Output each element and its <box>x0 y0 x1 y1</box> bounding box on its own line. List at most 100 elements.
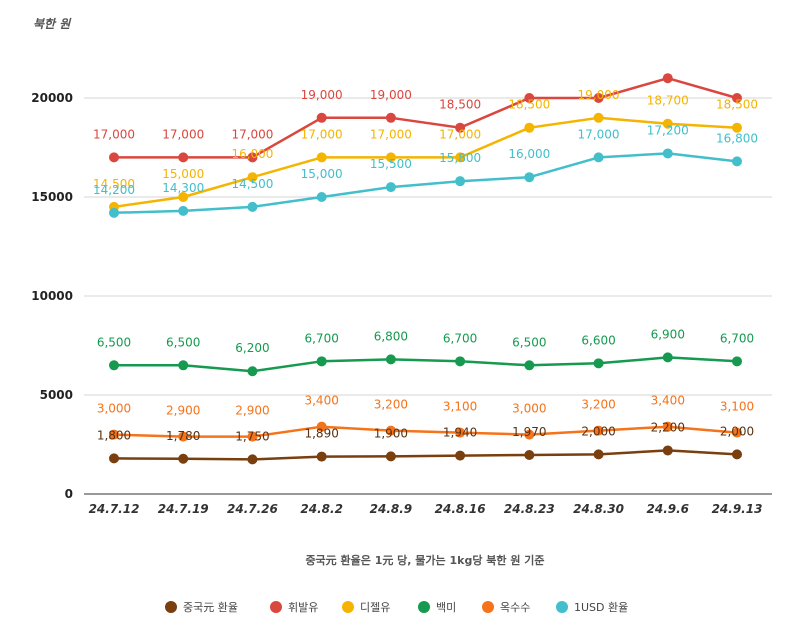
data-point <box>385 112 396 123</box>
legend-item: 1USD 환율 <box>556 601 628 614</box>
data-point <box>593 152 604 163</box>
data-label: 1,780 <box>166 429 200 443</box>
data-point <box>316 421 327 432</box>
data-label: 14,500 <box>231 177 273 191</box>
data-label: 16,000 <box>508 147 550 161</box>
data-label: 15,000 <box>301 167 343 181</box>
data-label: 18,500 <box>508 98 550 112</box>
series-lines <box>109 73 742 465</box>
x-tick-label: 24.7.26 <box>227 502 278 516</box>
series-line <box>114 356 738 373</box>
data-point <box>732 122 742 133</box>
series-5 <box>109 148 742 218</box>
data-label: 1,890 <box>304 427 338 441</box>
data-label: 15,500 <box>370 157 412 171</box>
data-label: 17,000 <box>439 127 481 141</box>
data-label: 2,200 <box>651 420 685 434</box>
data-label: 17,000 <box>231 127 273 141</box>
data-point <box>524 449 535 460</box>
data-point <box>316 192 327 202</box>
legend-item: 중국元 환율 <box>165 601 238 614</box>
data-point <box>316 356 327 367</box>
data-label: 3,400 <box>304 394 338 408</box>
x-axis-title: 중국元 환율은 1元 당, 물가는 1kg당 북한 원 기준 <box>305 553 544 567</box>
data-point <box>524 93 535 103</box>
legend-marker <box>556 601 568 613</box>
series-line <box>113 449 738 461</box>
data-point <box>455 122 466 133</box>
data-label: 3,200 <box>374 398 408 412</box>
legend-label: 백미 <box>436 601 456 614</box>
data-point <box>178 453 189 464</box>
x-tick-label: 24.8.30 <box>573 502 624 516</box>
data-label: 6,800 <box>374 329 408 343</box>
data-point <box>732 427 742 438</box>
data-label: 17,000 <box>162 127 204 141</box>
data-label: 3,100 <box>720 400 754 414</box>
data-point <box>662 118 673 129</box>
y-tick-label: 15000 <box>31 190 73 204</box>
y-tick-label: 5000 <box>40 388 73 402</box>
data-point <box>247 201 258 212</box>
y-unit-label: 북한 원 <box>33 17 72 31</box>
series-line <box>113 116 738 209</box>
series-3 <box>109 352 742 377</box>
data-label: 6,500 <box>166 335 200 349</box>
data-label: 2,000 <box>720 424 754 438</box>
data-label: 17,200 <box>647 123 689 137</box>
data-labels: 1,800 1,780 1,750 1,890 1,900 1,940 1,970 2,000… <box>93 88 758 444</box>
data-point <box>732 356 742 367</box>
data-label: 3,000 <box>512 402 546 416</box>
y-tick-label: 10000 <box>31 289 73 303</box>
data-label: 1,750 <box>235 429 269 443</box>
data-point <box>247 454 258 465</box>
legend-marker <box>165 601 177 613</box>
data-point <box>247 172 258 183</box>
series-4 <box>109 421 742 442</box>
data-label: 3,400 <box>651 394 685 408</box>
data-point <box>732 93 742 103</box>
data-label: 6,700 <box>304 331 338 345</box>
legend-marker <box>342 601 354 613</box>
data-point <box>109 207 119 218</box>
data-label: 6,900 <box>651 327 685 341</box>
x-tick-label: 24.9.6 <box>647 502 690 516</box>
x-tick-label: 24.8.9 <box>370 502 413 516</box>
data-label: 15,000 <box>162 167 204 181</box>
y-axis-ticks: 0 5000 10000 15000 20000 <box>31 91 73 501</box>
legend-label: 옥수수 <box>500 601 530 614</box>
data-point <box>593 93 604 103</box>
data-point <box>178 431 189 442</box>
data-label: 3,200 <box>581 398 615 412</box>
data-point <box>178 192 189 202</box>
data-point <box>178 152 189 163</box>
data-point <box>247 366 258 377</box>
legend-item: 옥수수 <box>482 601 530 614</box>
data-label: 2,900 <box>235 404 269 418</box>
data-point <box>593 425 604 436</box>
data-label: 6,600 <box>581 333 615 347</box>
data-point <box>247 152 258 163</box>
data-point <box>662 73 673 84</box>
series-line <box>113 152 738 215</box>
series-2 <box>109 112 742 212</box>
data-label: 14,300 <box>162 181 204 195</box>
data-point <box>662 352 673 363</box>
series-line <box>114 76 738 159</box>
data-point <box>109 429 119 440</box>
data-point <box>178 360 189 371</box>
data-label: 18,700 <box>647 94 689 108</box>
data-label: 14,500 <box>93 177 135 191</box>
data-label: 18,500 <box>716 98 758 112</box>
x-tick-label: 24.8.2 <box>300 502 343 516</box>
data-label: 17,000 <box>301 127 343 141</box>
data-label: 1,900 <box>374 426 408 440</box>
data-label: 16,000 <box>231 147 273 161</box>
series-0 <box>109 445 742 465</box>
data-label: 17,000 <box>370 127 412 141</box>
data-point <box>109 360 119 371</box>
legend: 중국元 환율 휘발유 디젤유 백미 옥수수 1USD 환율 <box>165 601 628 614</box>
data-label: 1,940 <box>443 426 477 440</box>
x-tick-label: 24.7.19 <box>158 502 209 516</box>
